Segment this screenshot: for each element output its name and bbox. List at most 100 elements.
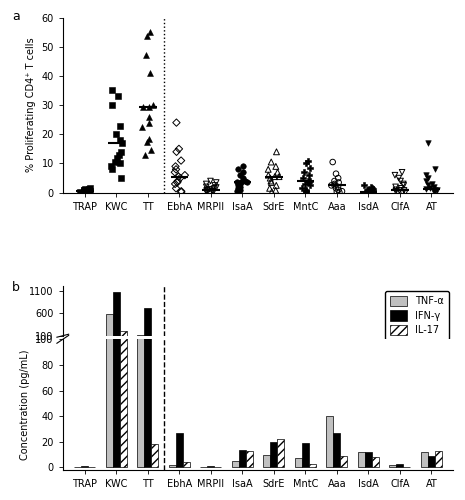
Point — [299, 174, 307, 182]
Bar — [120, 198, 127, 468]
Point — [84, 188, 91, 196]
Bar — [326, 338, 333, 340]
Point — [334, 183, 342, 191]
Point — [369, 187, 377, 195]
Point — [392, 183, 399, 191]
Point — [433, 186, 440, 194]
Point — [328, 182, 335, 190]
Bar — [200, 467, 207, 468]
Point — [86, 184, 94, 192]
Point — [116, 136, 123, 144]
Bar — [138, 336, 144, 340]
Point — [331, 182, 338, 190]
Point — [365, 188, 373, 196]
Point — [400, 182, 407, 190]
Point — [363, 186, 371, 194]
Point — [399, 168, 406, 176]
Point — [395, 174, 403, 182]
Point — [334, 174, 342, 182]
Point — [426, 184, 433, 192]
Point — [425, 139, 432, 147]
Bar — [144, 0, 151, 468]
Point — [143, 32, 151, 40]
Point — [335, 178, 342, 186]
Point — [399, 180, 407, 188]
Point — [391, 171, 399, 179]
Point — [244, 178, 251, 186]
Point — [142, 52, 150, 60]
Point — [332, 184, 339, 192]
Bar — [106, 0, 113, 468]
Point — [331, 177, 338, 185]
Bar — [151, 444, 158, 468]
Point — [331, 180, 339, 188]
Point — [233, 187, 241, 195]
Point — [177, 156, 185, 164]
Point — [272, 182, 280, 190]
Point — [80, 186, 88, 194]
Point — [114, 92, 122, 100]
Point — [431, 166, 438, 173]
Point — [173, 178, 181, 186]
Point — [203, 180, 210, 188]
Point — [82, 187, 90, 195]
Point — [112, 158, 119, 166]
Point — [430, 188, 438, 196]
Point — [211, 184, 218, 192]
Point — [241, 177, 248, 185]
Point — [173, 148, 180, 156]
Point — [398, 184, 405, 192]
Point — [209, 187, 216, 195]
Bar — [277, 339, 284, 340]
Point — [82, 187, 89, 195]
Point — [265, 171, 272, 179]
Point — [83, 186, 90, 194]
Bar — [246, 451, 252, 468]
Point — [272, 162, 279, 170]
Bar — [113, 0, 120, 468]
Point — [174, 177, 181, 185]
Point — [85, 186, 92, 194]
Point — [267, 158, 275, 166]
Bar — [435, 451, 442, 468]
Point — [173, 118, 180, 126]
Bar — [169, 465, 176, 468]
Point — [239, 162, 247, 170]
Point — [236, 171, 243, 179]
Point — [365, 188, 373, 196]
Point — [307, 182, 314, 190]
Point — [432, 187, 439, 195]
Bar — [309, 464, 316, 468]
Point — [364, 187, 371, 195]
Point — [367, 183, 374, 191]
Point — [369, 188, 377, 196]
Bar — [358, 452, 365, 468]
Point — [146, 69, 153, 77]
Bar — [88, 467, 95, 468]
Bar — [176, 433, 183, 468]
Point — [173, 184, 180, 192]
Point — [335, 186, 342, 194]
Point — [146, 102, 153, 110]
Point — [424, 174, 432, 182]
Bar — [421, 452, 428, 468]
Point — [366, 188, 374, 196]
Point — [268, 188, 275, 196]
Point — [181, 171, 189, 179]
Point — [172, 162, 179, 170]
Point — [146, 118, 153, 126]
Point — [333, 188, 340, 196]
Point — [332, 170, 340, 177]
Point — [273, 148, 280, 156]
Point — [206, 185, 213, 193]
Bar — [428, 456, 435, 468]
Bar — [270, 442, 277, 468]
Bar — [106, 314, 113, 340]
Point — [175, 145, 183, 153]
Point — [108, 166, 115, 173]
Point — [178, 188, 185, 196]
Point — [430, 183, 438, 191]
Point — [113, 154, 120, 162]
Point — [208, 187, 216, 195]
Bar — [340, 456, 347, 468]
